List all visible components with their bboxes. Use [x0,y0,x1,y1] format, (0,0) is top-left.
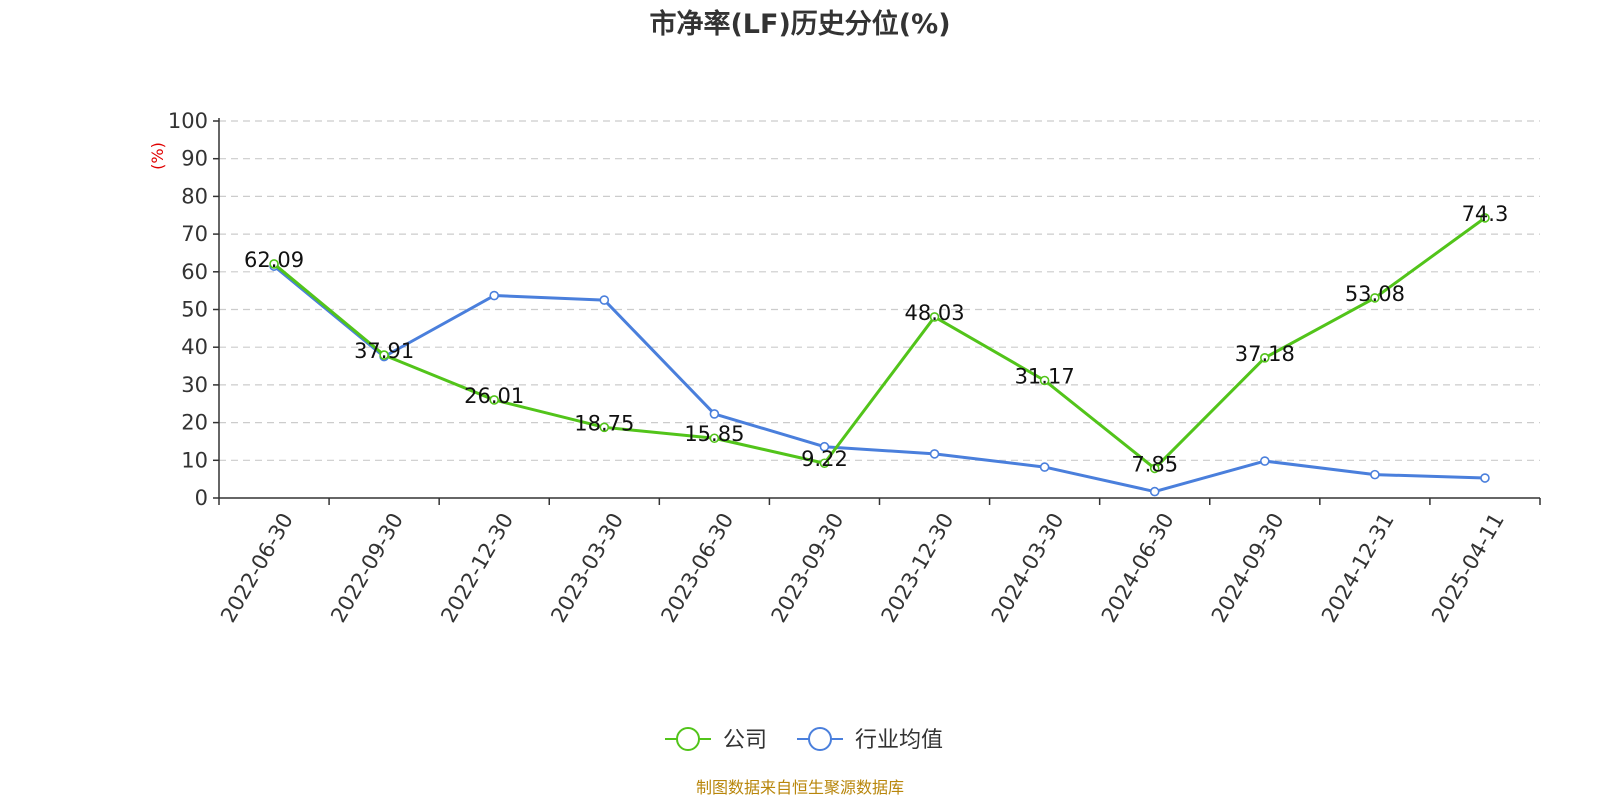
y-tick-label: 50 [181,298,208,322]
data-label: 62.09 [244,248,304,272]
series-lines [269,213,1490,497]
series-line [273,264,1486,494]
data-point [1370,293,1380,303]
data-point [1149,463,1160,474]
legend-marker [676,727,700,751]
x-tick-label: 2023-03-30 [546,509,628,627]
source-note: 制图数据来自恒生聚源数据库 [696,778,904,797]
x-tick-label: 2024-03-30 [987,509,1069,627]
legend[interactable]: 公司 行业均值 [665,727,943,753]
data-label: 9.22 [801,447,848,471]
data-point [1480,213,1490,223]
legend-marker [808,727,832,751]
data-point [709,409,720,419]
x-tick-label: 2022-06-30 [216,509,298,627]
y-tick-label: 60 [181,260,208,284]
data-point [709,433,720,444]
grid-lines [219,120,1540,461]
x-tick-label: 2023-06-30 [656,509,738,627]
data-labels: 62.09 37.91 26.01 18.75 15.85 9.22 48.03 31.17 7… [244,202,1508,477]
y-tick-label: 100 [168,109,208,133]
data-point [489,290,500,301]
data-point [819,441,830,452]
data-label: 31.17 [1015,364,1075,388]
x-tick-label: 2023-12-30 [877,509,959,627]
data-point [1149,486,1160,497]
data-point [1370,469,1380,480]
legend-item[interactable]: 公司 [665,727,767,753]
data-point [929,312,940,322]
legend-label: 行业均值 [855,728,943,753]
y-tick-label: 10 [181,448,208,472]
x-tick-label: 2022-09-30 [326,509,408,627]
x-tick-label: 2024-09-30 [1207,509,1289,627]
data-label: 74.3 [1462,202,1509,226]
legend-item[interactable]: 行业均值 [797,727,943,753]
y-tick-label: 70 [181,222,208,246]
y-axis-unit: (%) [148,142,167,170]
data-label: 15.85 [684,422,744,446]
data-point [599,295,610,305]
y-tick-label: 20 [181,411,208,435]
data-point [599,422,610,433]
y-tick-label: 80 [181,184,208,208]
data-point [1259,353,1270,363]
x-tick-label: 2024-06-30 [1097,509,1179,627]
data-point [269,259,279,269]
data-label: 37.91 [354,339,414,363]
data-point [929,449,940,459]
axes: 0 10 20 30 40 50 60 70 80 90 100 2022-06-30 2022-09-… [168,109,1541,627]
legend-label: 公司 [723,728,767,753]
data-label: 18.75 [574,411,634,435]
data-point [1259,456,1270,466]
data-label: 37.18 [1235,342,1295,366]
series-line [273,216,1486,470]
chart-title: 市净率(LF)历史分位(%) [649,8,950,40]
data-label: 53.08 [1345,282,1405,306]
y-tick-label: 40 [181,335,208,359]
data-point [1039,462,1050,472]
y-tick-label: 30 [181,373,208,397]
data-point [379,350,389,360]
data-point [1039,375,1050,386]
y-tick-label: 0 [195,486,208,510]
y-tick-label: 90 [181,147,208,171]
data-point [1480,473,1490,483]
data-point [819,458,830,469]
data-label: 26.01 [464,384,524,408]
x-tick-label: 2024-12-31 [1317,509,1399,627]
x-tick-label: 2025-04-11 [1427,509,1509,627]
x-tick-label: 2022-12-30 [436,509,518,627]
x-tick-label: 2023-09-30 [767,509,849,627]
data-label: 7.85 [1131,452,1178,476]
data-point [489,395,500,405]
data-label: 48.03 [904,301,964,325]
